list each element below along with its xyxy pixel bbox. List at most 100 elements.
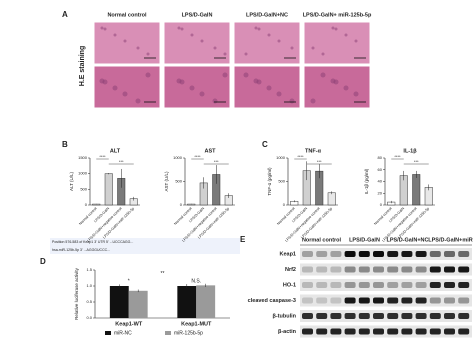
column-header: Normal control [107,12,147,18]
significance: **** [99,154,106,159]
cell-pattern [213,46,217,50]
cell-pattern [244,52,248,56]
cell-pattern [320,72,326,78]
cell-pattern [321,52,325,56]
blot-band [429,251,441,257]
cell-pattern [180,27,184,31]
cell-pattern [100,26,104,30]
blot-band [302,313,313,319]
blot-band [316,282,328,288]
bar [104,173,113,206]
blot-band [316,251,328,257]
blot-band [444,282,455,288]
chart-title: ALT [110,148,121,154]
cell-pattern [267,33,271,37]
blot-band [373,282,384,288]
blot-row-label: Keap1 [279,251,296,257]
blot-column-header: LPS/D-GalN [349,237,380,243]
blot-band [373,251,384,257]
blot-band [316,313,328,319]
sequence: hsa-miR-125b-5p 3' ...AGGGUCCC... [52,248,110,252]
cell-pattern [212,98,218,104]
y-tick-label: 500 [80,186,87,191]
blot-band [401,313,413,319]
cell-pattern [145,72,151,78]
y-tick-label: 40 [378,179,383,184]
blot-band [415,297,427,304]
blot-band [302,266,313,273]
blot-row-label: HO-1 [283,282,296,288]
y-axis-label: TNF-α (pg/ml) [267,167,272,196]
bar [196,285,216,318]
blot-strip [300,248,472,260]
y-tick-label: 1000 [276,155,286,160]
blot-band [316,328,328,335]
blot-band [387,266,399,273]
blot-column-header: Normal control [302,237,342,243]
column-header: LPS/D-GalN+NC [246,12,288,18]
cell-pattern [311,46,315,50]
blot-band [330,266,342,273]
blot-row-label: β-actin [278,329,297,335]
blot-band [415,328,427,335]
cell-pattern [122,91,128,97]
blot-row-label: cleaved caspase-3 [248,298,296,304]
y-tick-label: 0 [85,202,88,207]
cell-pattern [189,85,195,91]
cell-pattern [254,26,258,30]
legend-label: miR-NC [114,330,132,336]
blot-band [344,313,356,319]
cell-pattern [333,79,339,85]
cell-pattern [334,27,338,31]
y-tick-label: 0 [380,202,383,207]
blot-band [444,313,455,319]
x-tick-label: Keap1-WT [115,321,143,327]
y-tick-label: 1.0 [86,283,92,288]
cell-pattern [289,98,295,104]
blot-band [302,328,313,335]
sequence-box [50,238,240,254]
blot-band [302,297,313,304]
blot-strip [300,325,472,338]
y-tick-label: 0.0 [86,315,92,320]
blot-band [458,297,470,304]
blot-band [387,282,399,288]
blot-band [401,266,413,273]
significance: **** [194,154,201,159]
chart-title: IL-1β [403,148,417,154]
column-header: LPS/D-GalN [182,12,213,18]
blot-band [401,297,413,304]
cell-pattern [222,72,228,78]
blot-row-label: β-tubulin [272,313,296,319]
cell-pattern [290,46,294,50]
blot-band [316,297,328,304]
cell-pattern [177,26,181,30]
cell-pattern [344,33,348,37]
y-tick-label: 0 [283,202,286,207]
blot-band [358,266,370,273]
y-tick-label: 1500 [78,155,88,160]
cell-pattern [102,79,108,85]
cell-pattern [266,85,272,91]
blot-band [401,328,413,335]
blot-band [444,251,455,257]
blot-band [358,313,370,319]
chart-title: TNF-α [305,148,322,154]
y-tick-label: 1.5 [86,267,92,272]
cell-pattern [343,85,349,91]
panel-label: B [62,140,68,149]
blot-row-label: Nrf2 [285,267,296,273]
legend-swatch [105,331,111,335]
cell-pattern [190,33,194,37]
cell-pattern [277,39,281,43]
panel-label: E [240,235,246,244]
blot-band [415,282,427,288]
y-axis-label: IL-1β (pg/ml) [364,168,369,194]
blot-band [302,251,313,257]
cell-pattern [200,39,204,43]
bar [109,286,129,318]
blot-band [401,251,413,257]
blot-band [330,297,342,304]
blot-band [358,282,370,288]
